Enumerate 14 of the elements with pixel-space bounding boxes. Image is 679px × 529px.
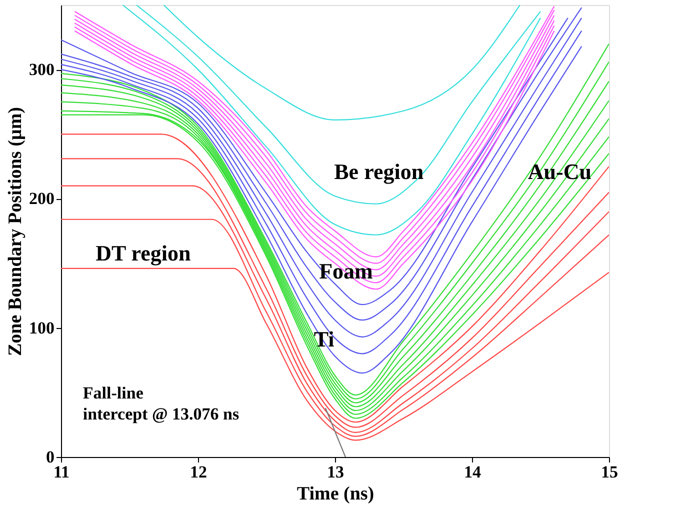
y-tick-label: 0 [46,448,54,466]
x-tick-label: 14 [464,462,482,482]
y-tick-label: 300 [29,60,54,80]
y-tick-label: 200 [29,189,54,208]
y-axis-title: Zone Boundary Positions (µm) [5,106,26,356]
y-tick-label: 100 [29,318,54,338]
x-tick-label: 11 [53,462,70,482]
x-tick-label: 15 [601,462,618,482]
x-tick-label: 12 [190,462,207,482]
annotation: Fall-line intercept @ 13.076 ns [82,384,240,424]
x-tick-label: 13 [327,462,344,482]
annotation: DT region [96,240,191,266]
annotation: Be region [334,159,424,184]
x-axis-title: Time (ns) [296,484,374,504]
